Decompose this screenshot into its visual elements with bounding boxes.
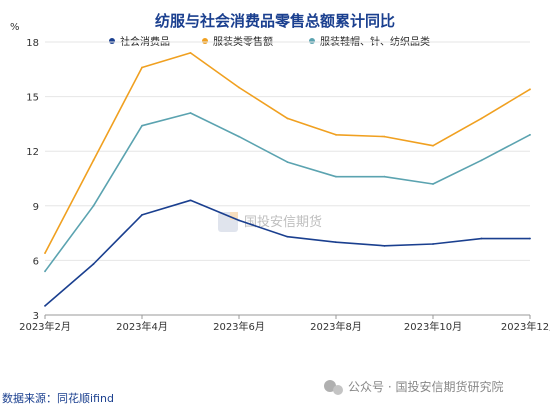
data-point [480, 159, 483, 162]
data-point [238, 219, 240, 222]
data-source: 数据来源：同花顺ifind [2, 391, 114, 405]
x-axis: 2023年2月 2023年4月 2023年6月 2023年8月 2023年10月 2023… [19, 314, 550, 333]
x-tick-label: 2023年8月 [310, 320, 362, 333]
data-point [335, 241, 337, 244]
y-tick-label: 12 [26, 147, 39, 158]
grid [45, 41, 530, 316]
data-point [189, 112, 192, 114]
data-point [92, 204, 95, 207]
y-tick-label: 3 [33, 311, 39, 322]
center-watermark: 国投安信期货 [218, 212, 322, 232]
chart-title: 纺服与社会消费品零售总额累计同比 [155, 12, 395, 30]
data-point [335, 133, 337, 136]
y-tick-label: 18 [26, 38, 39, 49]
data-point [44, 270, 46, 273]
data-point [529, 133, 531, 136]
legend-marker [309, 38, 315, 44]
series-group [44, 52, 531, 307]
data-point [383, 135, 386, 138]
data-point [529, 88, 531, 91]
data-point [432, 183, 434, 185]
x-tick-label: 2023年12月 [501, 320, 550, 333]
data-point [141, 66, 143, 69]
x-tick-label: 2023年6月 [213, 320, 265, 333]
data-point [383, 175, 386, 178]
data-point [335, 175, 337, 178]
legend-marker [109, 38, 115, 44]
data-point [92, 263, 95, 265]
data-point [189, 199, 192, 202]
data-point [141, 124, 143, 127]
data-point [432, 243, 434, 245]
y-tick-label: 6 [33, 256, 39, 267]
series-line-2 [44, 112, 531, 272]
wechat-icon [324, 380, 343, 395]
data-point [529, 237, 531, 240]
data-point [189, 52, 192, 54]
data-point [286, 235, 289, 238]
y-axis: 3 6 9 12 15 18 [26, 38, 39, 322]
data-point [238, 86, 240, 89]
data-point [432, 144, 434, 147]
watermark-text: 国投安信期货 [244, 214, 322, 230]
data-point [238, 135, 240, 138]
data-point [286, 161, 289, 164]
data-point [141, 214, 143, 216]
x-tick-label: 2023年2月 [19, 320, 71, 333]
data-point [44, 305, 46, 307]
data-point [480, 237, 483, 240]
y-tick-label: 15 [26, 93, 39, 104]
y-tick-label: 9 [33, 202, 39, 213]
data-point [480, 117, 483, 120]
x-tick-label: 2023年4月 [116, 320, 168, 333]
data-point [92, 159, 95, 162]
data-point [44, 252, 46, 255]
data-point [383, 244, 386, 247]
data-point [286, 117, 289, 120]
x-tick-label: 2023年10月 [404, 320, 462, 333]
y-axis-unit: % [10, 22, 20, 33]
footer-brand: 公众号 · 国投安信期货研究院 [324, 379, 503, 395]
footer-brand-text: 公众号 · 国投安信期货研究院 [348, 379, 503, 394]
legend-marker [202, 38, 208, 44]
